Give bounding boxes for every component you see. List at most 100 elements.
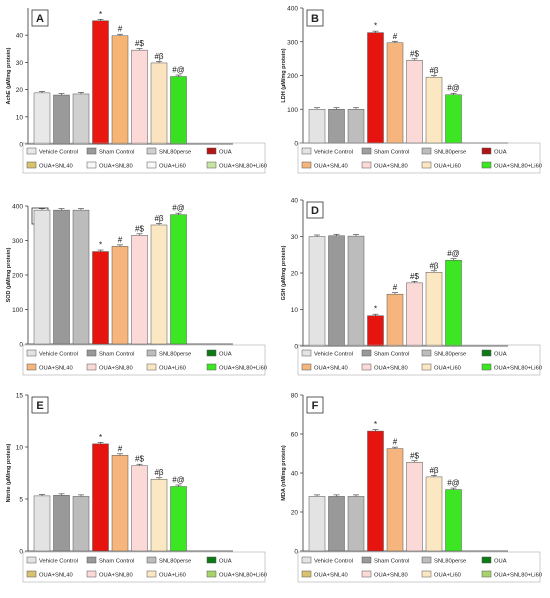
bar-sham-control [328, 235, 345, 347]
y-tick-label: 0 [294, 141, 298, 148]
legend-label: OUA+SNL80+Li60 [219, 164, 267, 170]
significance-label: #@ [172, 66, 185, 75]
legend-swatch [86, 147, 97, 155]
legend-swatch [421, 570, 432, 578]
bar-oua-snl80-li60 [170, 214, 187, 345]
y-tick-label: 200 [287, 73, 298, 80]
legend-label: SNL80perse [434, 150, 466, 156]
y-tick-label: 0 [294, 549, 298, 556]
legend-label: OUA+SNL40 [39, 573, 73, 579]
legend-swatch [421, 161, 432, 169]
chart-f: F 0 20 40 60 80 MDA (nM/mg protein) * # #$ #β #@ Veh… [281, 393, 542, 583]
chart-a: A 0 10 20 30 40 AchE (µM/mg protein) * # #$ #β #@ Ve… [6, 8, 267, 174]
legend-label: OUA+SNL40 [314, 366, 348, 372]
legend-swatch [301, 161, 312, 169]
y-tick-label: 0 [294, 344, 298, 351]
bar-vehicle-control [33, 209, 51, 345]
legend-swatch [206, 349, 217, 357]
significance-label: # [393, 283, 398, 292]
bar-vehicle-control [308, 496, 326, 552]
legend-swatch [481, 161, 492, 169]
bar-oua-snl40 [386, 42, 404, 144]
legend-swatch [421, 556, 432, 564]
legend-swatch [26, 363, 37, 371]
legend-swatch [206, 147, 217, 155]
legend-swatch [86, 363, 97, 371]
y-tick-label: 40 [16, 33, 24, 40]
legend-swatch [481, 363, 492, 371]
bar-oua-li60 [425, 476, 443, 552]
legend-label: OUA+Li60 [159, 366, 186, 372]
significance-label: #@ [172, 476, 185, 485]
y-tick-label: 100 [287, 107, 298, 114]
bar-oua-snl40 [111, 35, 129, 145]
bar-oua-snl80 [131, 235, 148, 345]
legend-label: Vehicle Control [39, 150, 78, 156]
y-axis-title: LDH (µM/mg protein) [281, 48, 287, 102]
legend-label: Sham Control [374, 150, 409, 156]
legend-swatch [146, 363, 157, 371]
bar-oua-snl80-li60 [445, 94, 462, 144]
legend-swatch [86, 570, 97, 578]
legend-label: OUA+SNL40 [39, 366, 73, 372]
bar-sham-control [53, 495, 70, 552]
bar-snl80perse [72, 93, 90, 145]
legend-swatch [146, 161, 157, 169]
legend-swatch [361, 349, 372, 357]
y-tick-label: 30 [16, 60, 24, 67]
y-tick-label: 60 [291, 432, 299, 439]
legend-label: SNL80perse [434, 352, 466, 358]
bar-oua [92, 20, 109, 145]
legend-swatch [206, 161, 217, 169]
legend-label: Vehicle Control [314, 150, 353, 156]
y-tick-label: 20 [16, 87, 24, 94]
bar-oua-snl40 [386, 448, 404, 552]
legend-swatch [421, 363, 432, 371]
legend-swatch [361, 147, 372, 155]
legend-swatch [301, 147, 312, 155]
y-tick-label: 40 [291, 471, 299, 478]
legend-label: OUA [219, 150, 232, 156]
legend-label: Sham Control [374, 352, 409, 358]
significance-label: * [374, 420, 377, 429]
legend-frame [297, 344, 541, 376]
y-tick-label: 300 [287, 39, 298, 46]
y-tick-label: 300 [12, 238, 23, 245]
legend-swatch [146, 147, 157, 155]
y-axis-title: GSH (µM/mg protein) [281, 245, 287, 300]
legend-swatch [26, 556, 37, 564]
bar-snl80perse [72, 496, 90, 552]
legend-frame [22, 142, 266, 174]
bar-snl80perse [347, 496, 365, 552]
bar-sham-control [328, 496, 345, 552]
legend-label: Vehicle Control [39, 352, 78, 358]
y-tick-label: 5 [19, 497, 23, 504]
panel-label-box [306, 201, 324, 219]
bar-sham-control [53, 94, 70, 145]
y-tick-label: 20 [291, 510, 299, 517]
legend-swatch [481, 147, 492, 155]
significance-label: * [374, 305, 377, 314]
legend-label: OUA+SNL80 [374, 164, 408, 170]
y-tick-label: 10 [16, 114, 24, 121]
y-axis-title: Nitrite (µM/mg protein) [6, 443, 12, 502]
legend-label: SNL80perse [434, 559, 466, 565]
bar-oua [367, 430, 384, 552]
y-tick-label: 400 [12, 204, 23, 211]
legend-swatch [26, 570, 37, 578]
bar-sham-control [328, 109, 345, 144]
y-tick-label: 100 [12, 307, 23, 314]
legend-label: Sham Control [374, 559, 409, 565]
bar-oua-snl40 [111, 246, 129, 345]
legend-label: OUA [494, 150, 507, 156]
legend-swatch [146, 556, 157, 564]
legend-swatch [361, 161, 372, 169]
panel-d: D 0 10 20 30 40 GSH (µM/mg protein) * # #$ #β #@ Veh… [275, 190, 550, 385]
y-axis-title: SOD (µM/mg protein) [6, 247, 12, 302]
significance-label: #@ [447, 249, 460, 258]
bar-vehicle-control [308, 109, 326, 144]
legend-swatch [421, 147, 432, 155]
bar-oua-snl80-li60 [445, 259, 462, 347]
legend-label: Sham Control [99, 352, 134, 358]
legend-label: OUA [219, 352, 232, 358]
